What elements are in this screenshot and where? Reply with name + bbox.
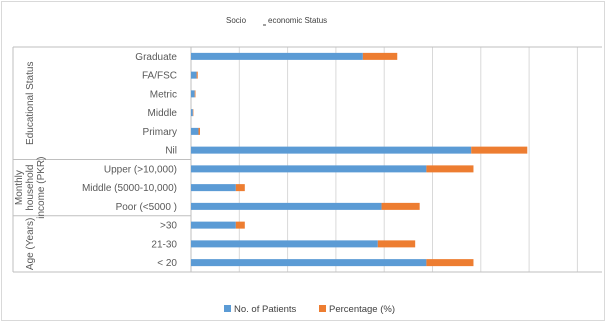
bar-patients-3	[191, 109, 193, 117]
bar-percentage-11	[426, 259, 474, 267]
category-label-1: FA/FSC	[142, 71, 177, 82]
group-label-1-line-1: household	[25, 165, 36, 211]
bar-percentage-2	[194, 90, 196, 98]
category-label-3: Middle	[148, 108, 178, 119]
category-label-7: Middle (5000-10,000)	[82, 183, 177, 194]
chart-title-part1: Socio	[226, 16, 247, 25]
bar-patients-6	[191, 165, 427, 173]
bar-percentage-3	[192, 109, 194, 117]
bar-percentage-8	[381, 202, 420, 210]
category-label-5: Nil	[165, 146, 177, 157]
bar-percentage-0	[362, 52, 398, 60]
group-dividers	[12, 46, 602, 273]
group-label-0: Educational Status	[25, 62, 36, 145]
bar-percentage-4	[198, 127, 200, 135]
legend-swatch-patients	[224, 305, 231, 312]
bar-percentage-9	[235, 221, 245, 229]
bar-percentage-10	[377, 240, 416, 248]
group-label-2: Age (Years)	[25, 218, 36, 270]
bar-percentage-1	[196, 71, 198, 79]
bar-patients-11	[191, 259, 427, 267]
chart-title-part2: economic Status	[268, 16, 327, 25]
category-label-0: Graduate	[135, 52, 177, 63]
group-label-1-line-0: Monthly	[14, 170, 25, 205]
category-label-11: < 20	[157, 258, 177, 269]
category-labels: Graduate FA/FSC Metric Middle Primary Nil Uppe…	[82, 52, 177, 269]
legend: No. of Patients Percentage (%)	[224, 304, 395, 315]
category-label-4: Primary	[143, 127, 177, 138]
bar-patients-9	[191, 221, 236, 229]
bar-patients-4	[191, 127, 199, 135]
bar-patients-10	[191, 240, 378, 248]
bar-patients-1	[191, 71, 197, 79]
bar-percentage-7	[235, 184, 245, 192]
legend-label-percentage: Percentage (%)	[329, 304, 395, 315]
group-labels: Educational Status Monthly household income…	[14, 62, 47, 271]
bars	[191, 52, 528, 267]
category-label-9: >30	[160, 221, 177, 232]
category-label-2: Metric	[150, 89, 177, 100]
category-label-10: 21-30	[151, 239, 177, 250]
bar-patients-2	[191, 90, 195, 98]
legend-label-patients: No. of Patients	[234, 304, 297, 315]
bar-percentage-5	[471, 146, 528, 154]
bar-percentage-6	[426, 165, 474, 173]
gridlines	[190, 47, 578, 272]
bar-patients-7	[191, 184, 236, 192]
category-label-8: Poor (<5000 )	[116, 202, 177, 213]
bar-patients-0	[191, 52, 363, 60]
legend-swatch-percentage	[319, 305, 326, 312]
bar-patients-5	[191, 146, 472, 154]
bar-patients-8	[191, 202, 382, 210]
category-label-6: Upper (>10,000)	[104, 164, 177, 175]
group-label-1-line-2: income (PKR)	[36, 157, 47, 219]
